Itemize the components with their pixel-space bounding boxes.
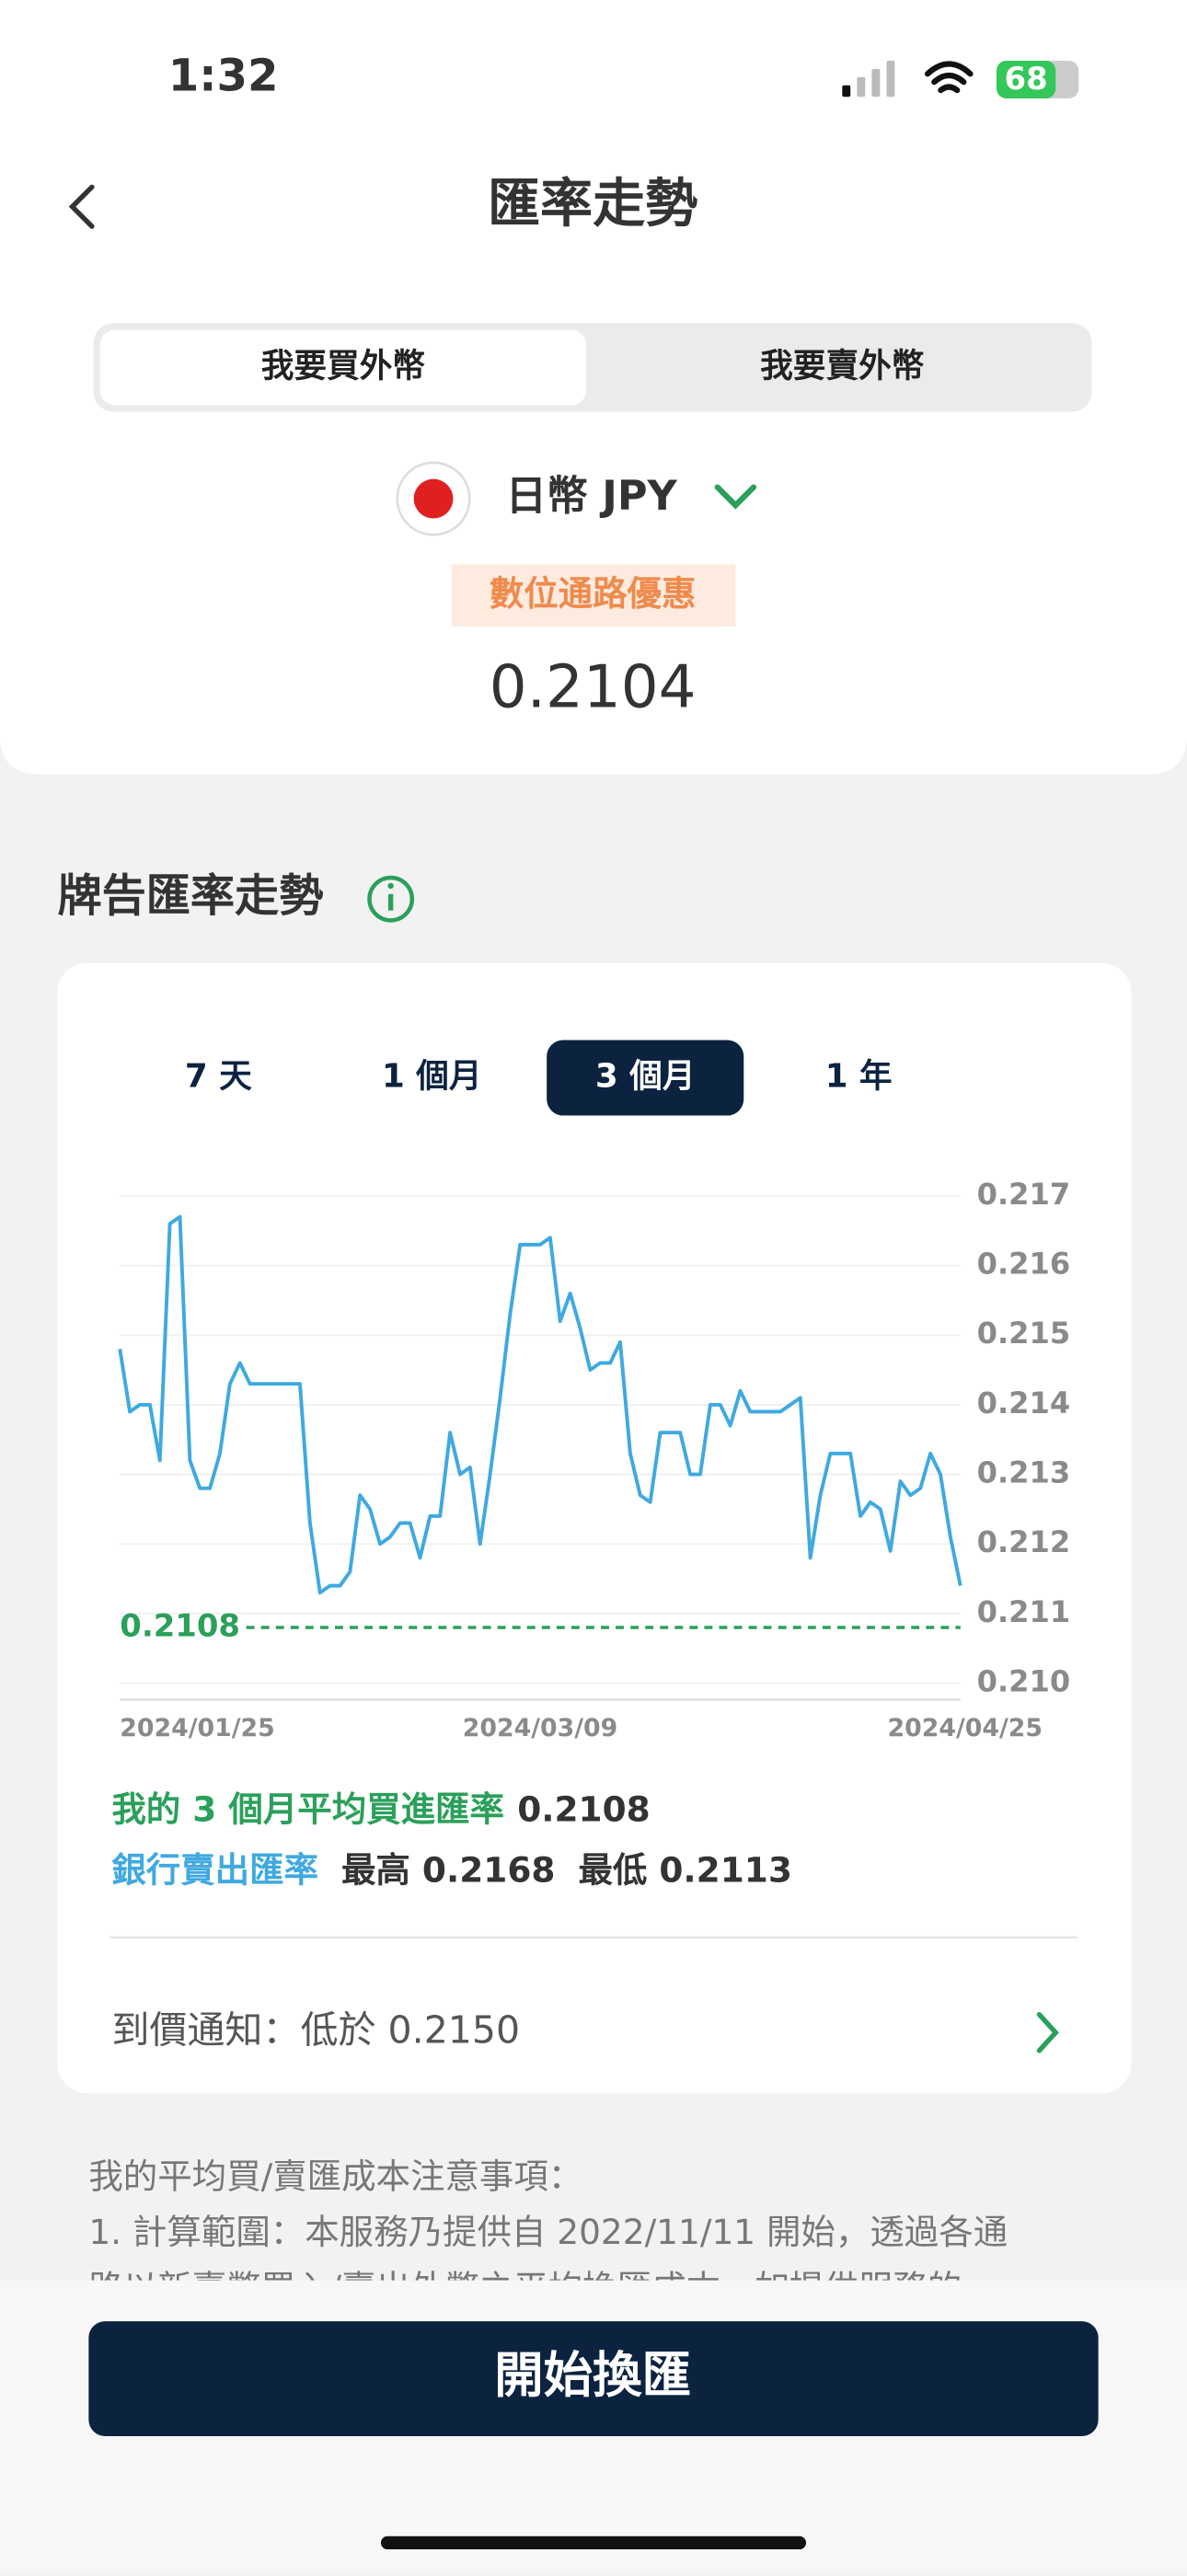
y-tick-label: 0.212 bbox=[977, 1524, 1071, 1559]
info-icon-dot bbox=[387, 882, 394, 890]
y-tick-label: 0.214 bbox=[977, 1386, 1071, 1420]
avg-label: 我的 3 個月平均買進匯率 bbox=[111, 1788, 504, 1829]
currency-dropdown[interactable] bbox=[714, 484, 757, 510]
currency-name[interactable]: 日幣 JPY bbox=[506, 472, 678, 520]
x-tick-label: 2024/03/09 bbox=[463, 1714, 618, 1742]
y-tick-label: 0.217 bbox=[977, 1177, 1071, 1212]
exchange-button[interactable] bbox=[88, 2321, 1099, 2436]
badge-text: 數位通路優惠 bbox=[490, 573, 697, 614]
wifi-icon bbox=[924, 61, 974, 94]
y-tick-label: 0.216 bbox=[977, 1247, 1071, 1282]
badge bbox=[451, 564, 736, 627]
info-icon[interactable] bbox=[367, 875, 415, 923]
x-tick-label: 2024/01/25 bbox=[120, 1714, 275, 1742]
avg-summary: 我的 3 個月平均買進匯率 0.2108 bbox=[111, 1788, 650, 1829]
flag-dot bbox=[413, 478, 454, 519]
bank-label: 銀行賣出匯率 bbox=[111, 1849, 318, 1890]
period-label[interactable]: 3 個月 bbox=[595, 1058, 696, 1096]
tab-selected bbox=[99, 329, 586, 406]
y-tick-label: 0.210 bbox=[977, 1664, 1071, 1699]
x-tick-label: 2024/04/25 bbox=[887, 1714, 1043, 1742]
period-label[interactable]: 1 個月 bbox=[382, 1058, 482, 1096]
price-alert[interactable]: 到價通知：低於 0.2150 bbox=[111, 2007, 520, 2052]
y-tick-label: 0.211 bbox=[977, 1594, 1071, 1629]
bank-high: 最高 0.2168 bbox=[341, 1849, 555, 1890]
battery-text: 68 bbox=[1005, 61, 1048, 97]
price-line bbox=[118, 1214, 962, 1595]
rate: 0.2104 bbox=[490, 652, 697, 721]
y-tick-label: 0.215 bbox=[977, 1316, 1071, 1351]
info-icon-bar bbox=[387, 893, 394, 911]
battery-level bbox=[997, 60, 1056, 98]
y-tick-label: 0.213 bbox=[977, 1455, 1071, 1490]
period-label[interactable]: 7 天 bbox=[185, 1058, 252, 1096]
tab-label[interactable]: 我要賣外幣 bbox=[760, 347, 925, 385]
status-time: 1:32 bbox=[168, 51, 279, 102]
page-title: 匯率走勢 bbox=[488, 173, 697, 234]
exchange-button-text[interactable]: 開始換匯 bbox=[494, 2346, 691, 2404]
back-button[interactable] bbox=[68, 184, 95, 229]
average-label: 0.2108 bbox=[120, 1608, 240, 1644]
chart-card bbox=[57, 962, 1132, 2094]
avg-value: 0.2108 bbox=[517, 1788, 651, 1829]
alert-chevron[interactable] bbox=[1036, 2012, 1059, 2053]
period-selected bbox=[547, 1040, 744, 1116]
bank-summary: 銀行賣出匯率 最高 0.2168 最低 0.2113 bbox=[111, 1849, 792, 1890]
section-title: 牌告匯率走勢 bbox=[57, 870, 323, 922]
note-line: 我的平均買/賣匯成本注意事項： bbox=[88, 2156, 582, 2197]
bank-low: 最低 0.2113 bbox=[578, 1849, 791, 1890]
home-indicator bbox=[380, 2536, 807, 2550]
signal-icon bbox=[842, 60, 895, 98]
tab-label[interactable]: 我要買外幣 bbox=[261, 347, 426, 385]
period-label[interactable]: 1 年 bbox=[825, 1058, 893, 1096]
note-line: 1. 計算範圍：本服務乃提供自 2022/11/11 開始，透過各通 bbox=[88, 2212, 1008, 2252]
